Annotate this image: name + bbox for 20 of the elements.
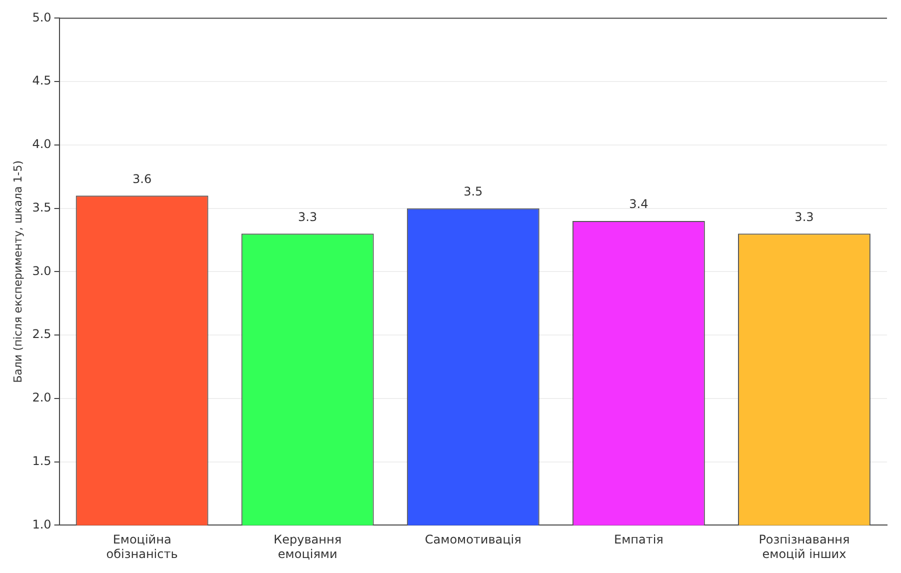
data-label: 3.5 bbox=[464, 184, 483, 198]
y-axis-title: Бали (після експерименту, шкала 1-5) bbox=[11, 160, 24, 383]
x-tick-label: Розпізнавання емоцій інших bbox=[758, 532, 850, 561]
y-tick-label: 4.5 bbox=[32, 74, 52, 88]
y-tick-label: 2.5 bbox=[32, 327, 52, 342]
x-tick-label: Емпатія bbox=[614, 532, 664, 547]
y-tick-label: 1.0 bbox=[32, 517, 52, 532]
data-label: 3.6 bbox=[132, 172, 152, 186]
x-tick-label: Емоційна обізнаність bbox=[106, 532, 178, 561]
y-tick-label: 3.5 bbox=[32, 200, 52, 214]
y-tick-label: 3.0 bbox=[32, 264, 52, 278]
data-label: 3.4 bbox=[629, 197, 648, 212]
data-label: 3.3 bbox=[298, 210, 318, 224]
y-tick-label: 1.5 bbox=[32, 454, 52, 468]
x-tick-label: Самомотивація bbox=[424, 532, 522, 547]
x-tick-label: Керування емоціями bbox=[274, 532, 342, 561]
data-label: 3.3 bbox=[794, 210, 814, 224]
y-tick-label: 5.0 bbox=[32, 10, 52, 24]
y-tick-label: 2.0 bbox=[32, 390, 52, 405]
y-tick-label: 4.0 bbox=[32, 137, 52, 152]
